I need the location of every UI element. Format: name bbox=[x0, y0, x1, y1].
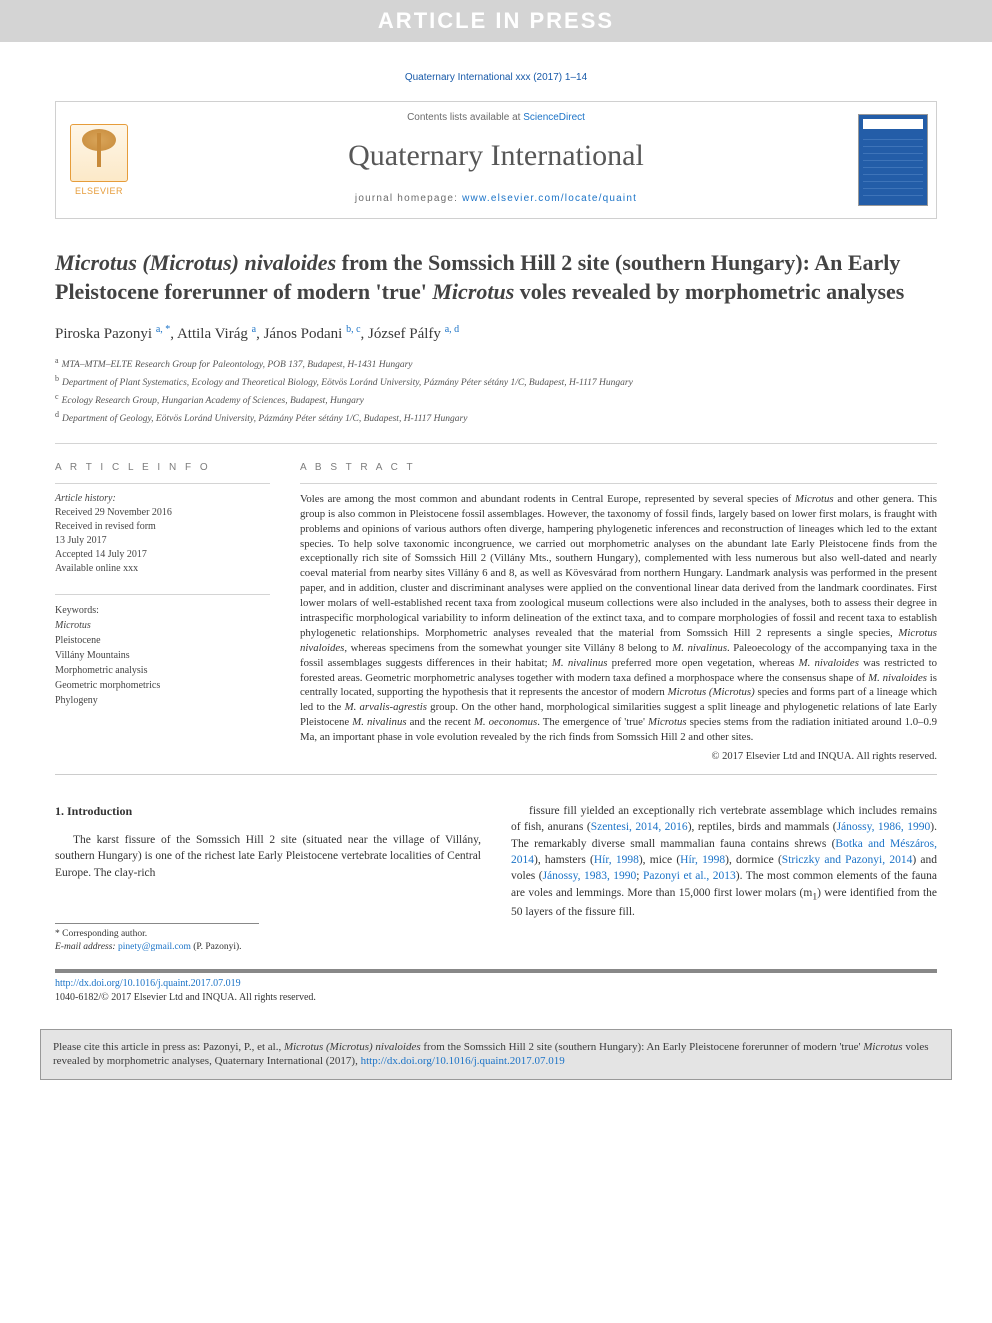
journal-reference: Quaternary International xxx (2017) 1–14 bbox=[55, 72, 937, 83]
article-info-column: A R T I C L E I N F O Article history: R… bbox=[55, 462, 270, 762]
journal-homepage-line: journal homepage: www.elsevier.com/locat… bbox=[142, 193, 850, 204]
elsevier-label: ELSEVIER bbox=[75, 186, 123, 196]
title-part-1: Microtus (Microtus) nivaloides bbox=[55, 250, 336, 275]
affiliation-b: Department of Plant Systematics, Ecology… bbox=[62, 378, 633, 388]
info-abstract-row: A R T I C L E I N F O Article history: R… bbox=[55, 462, 937, 762]
history-label: Article history: bbox=[55, 492, 270, 506]
doi-link[interactable]: http://dx.doi.org/10.1016/j.quaint.2017.… bbox=[55, 978, 241, 989]
homepage-prefix: journal homepage: bbox=[355, 193, 462, 204]
history-online: Available online xxx bbox=[55, 562, 270, 576]
article-history: Article history: Received 29 November 20… bbox=[55, 492, 270, 576]
author-1-sup[interactable]: a, * bbox=[156, 324, 170, 335]
history-accepted: Accepted 14 July 2017 bbox=[55, 548, 270, 562]
author-3: János Podani bbox=[264, 326, 343, 342]
keyword-5: Phylogeny bbox=[55, 693, 270, 708]
info-divider-1 bbox=[55, 483, 270, 484]
keyword-1: Pleistocene bbox=[55, 633, 270, 648]
author-2-sup[interactable]: a bbox=[252, 324, 256, 335]
affiliation-d: Department of Geology, Eötvös Loránd Uni… bbox=[62, 414, 467, 424]
ref-link[interactable]: Pazonyi et al., 2013 bbox=[643, 870, 736, 882]
author-2: Attila Virág bbox=[177, 326, 248, 342]
title-part-3: Microtus bbox=[432, 279, 514, 304]
ref-link[interactable]: Hír, 1998 bbox=[680, 854, 725, 866]
cite-mid: from the Somssich Hill 2 site (southern … bbox=[421, 1041, 864, 1053]
homepage-link[interactable]: www.elsevier.com/locate/quaint bbox=[462, 193, 637, 204]
title-part-4: voles revealed by morphometric analyses bbox=[514, 279, 904, 304]
cite-doi-link[interactable]: http://dx.doi.org/10.1016/j.quaint.2017.… bbox=[361, 1055, 565, 1067]
keywords-block: Keywords: Microtus Pleistocene Villány M… bbox=[55, 603, 270, 708]
abstract-copyright: © 2017 Elsevier Ltd and INQUA. All right… bbox=[300, 751, 937, 762]
keyword-4: Geometric morphometrics bbox=[55, 678, 270, 693]
elsevier-tree-icon bbox=[70, 124, 128, 182]
history-revised-1: Received in revised form bbox=[55, 520, 270, 534]
intro-para-left: The karst fissure of the Somssich Hill 2… bbox=[55, 832, 481, 881]
divider-body bbox=[55, 774, 937, 775]
keyword-3: Morphometric analysis bbox=[55, 663, 270, 678]
authors-line: Piroska Pazonyi a, *, Attila Virág a, Já… bbox=[55, 324, 937, 343]
corr-star: * Corresponding author. bbox=[55, 928, 259, 941]
abstract-column: A B S T R A C T Voles are among the most… bbox=[300, 462, 937, 762]
journal-header-center: Contents lists available at ScienceDirec… bbox=[142, 102, 850, 218]
sciencedirect-link[interactable]: ScienceDirect bbox=[523, 112, 585, 123]
body-left-column: 1. Introduction The karst fissure of the… bbox=[55, 803, 481, 955]
abstract-divider bbox=[300, 483, 937, 484]
body-columns: 1. Introduction The karst fissure of the… bbox=[55, 803, 937, 955]
intro-para-right: fissure fill yielded an exceptionally ri… bbox=[511, 803, 937, 920]
abstract-text: Voles are among the most common and abun… bbox=[300, 492, 937, 745]
corresponding-author-block: * Corresponding author. E-mail address: … bbox=[55, 923, 259, 955]
affiliation-c: Ecology Research Group, Hungarian Academ… bbox=[62, 396, 364, 406]
keyword-2: Villány Mountains bbox=[55, 648, 270, 663]
contents-prefix: Contents lists available at bbox=[407, 112, 523, 123]
page-content: Quaternary International xxx (2017) 1–14… bbox=[0, 42, 992, 1015]
ref-link[interactable]: Striczky and Pazonyi, 2014 bbox=[782, 854, 913, 866]
author-3-sup[interactable]: b, c bbox=[346, 324, 360, 335]
ref-link[interactable]: Jánossy, 1986, 1990 bbox=[837, 821, 931, 833]
ref-link[interactable]: Hír, 1998 bbox=[594, 854, 639, 866]
keywords-label: Keywords: bbox=[55, 603, 270, 618]
elsevier-logo[interactable]: ELSEVIER bbox=[56, 102, 142, 218]
corr-email-link[interactable]: pinety@gmail.com bbox=[118, 942, 191, 952]
affiliations: aMTA–MTM–ELTE Research Group for Paleont… bbox=[55, 355, 937, 427]
author-1: Piroska Pazonyi bbox=[55, 326, 152, 342]
author-4: József Pálfy bbox=[368, 326, 441, 342]
affiliation-a: MTA–MTM–ELTE Research Group for Paleonto… bbox=[62, 360, 413, 370]
cite-italic-2: Microtus bbox=[863, 1041, 902, 1053]
history-received: Received 29 November 2016 bbox=[55, 506, 270, 520]
info-divider-2 bbox=[55, 594, 270, 595]
cite-prefix: Please cite this article in press as: Pa… bbox=[53, 1041, 284, 1053]
article-info-heading: A R T I C L E I N F O bbox=[55, 462, 270, 473]
email-label: E-mail address: bbox=[55, 942, 116, 952]
journal-header-box: ELSEVIER Contents lists available at Sci… bbox=[55, 101, 937, 219]
contents-list-line: Contents lists available at ScienceDirec… bbox=[142, 112, 850, 123]
journal-cover-thumb[interactable] bbox=[850, 102, 936, 218]
article-in-press-banner: ARTICLE IN PRESS bbox=[0, 0, 992, 42]
ref-link[interactable]: Jánossy, 1983, 1990 bbox=[543, 870, 637, 882]
abstract-heading: A B S T R A C T bbox=[300, 462, 937, 473]
citation-box: Please cite this article in press as: Pa… bbox=[40, 1029, 952, 1081]
doi-footer: http://dx.doi.org/10.1016/j.quaint.2017.… bbox=[55, 969, 937, 1005]
body-right-column: fissure fill yielded an exceptionally ri… bbox=[511, 803, 937, 955]
cite-italic-1: Microtus (Microtus) nivaloides bbox=[284, 1041, 421, 1053]
article-title: Microtus (Microtus) nivaloides from the … bbox=[55, 249, 937, 306]
issn-line: 1040-6182/© 2017 Elsevier Ltd and INQUA.… bbox=[55, 992, 316, 1003]
cover-image-icon bbox=[858, 114, 928, 206]
ref-link[interactable]: Szentesi, 2014, 2016 bbox=[591, 821, 688, 833]
divider-top bbox=[55, 443, 937, 444]
history-revised-2: 13 July 2017 bbox=[55, 534, 270, 548]
author-4-sup[interactable]: a, d bbox=[445, 324, 459, 335]
keyword-0: Microtus bbox=[55, 618, 270, 633]
journal-name: Quaternary International bbox=[142, 139, 850, 173]
section-1-heading: 1. Introduction bbox=[55, 803, 481, 820]
corr-email-tail: (P. Pazonyi). bbox=[193, 942, 241, 952]
